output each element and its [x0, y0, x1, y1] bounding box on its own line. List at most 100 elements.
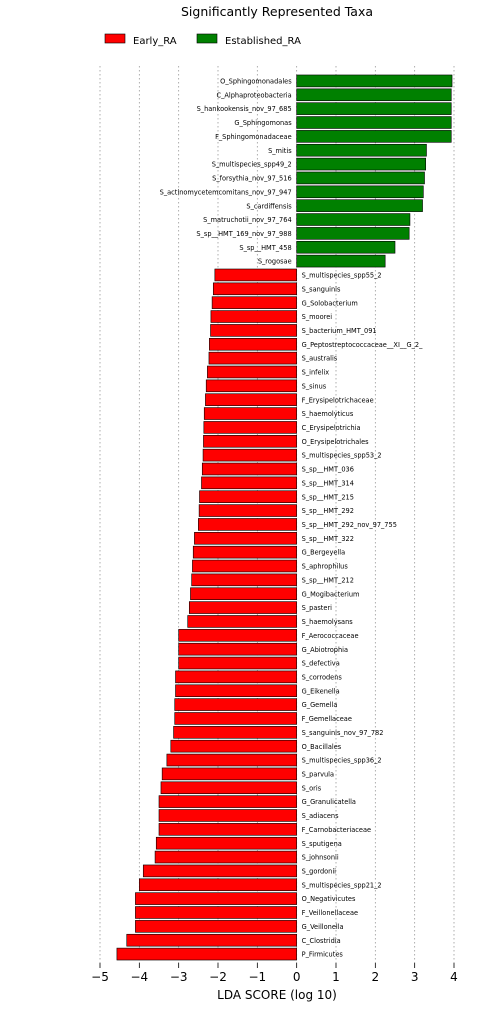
bar-s-multispecies-spp49-2 [296, 157, 426, 171]
bar-label-s-haemolyticus: S_haemolyticus [302, 410, 354, 418]
bar-s-pasteri [188, 601, 297, 614]
bar-s-sp-hmt-215 [199, 490, 297, 503]
bar-o-negativicutes [135, 892, 297, 905]
bar-s-johnsonii [154, 850, 297, 864]
bar-g-mogibacterium [190, 587, 297, 600]
bar-s-multispecies-spp36-2 [166, 753, 297, 767]
bar-label-s-pasteri: S_pasteri [302, 604, 332, 612]
x-tick-label: −2 [209, 970, 227, 984]
bar-s-sanguinis-nov-97-782 [173, 726, 297, 739]
bar-o-bacillales [170, 739, 297, 753]
bar-s-bacterium-hmt-091 [210, 324, 297, 337]
bar-label-s-parvula: S_parvula [302, 770, 334, 778]
bar-g-bergeyella [192, 545, 297, 559]
bar-s-oris [160, 781, 297, 795]
bar-c-alphaproteobacteria [296, 88, 452, 102]
bar-label-s-multispecies-spp49-2: S_multispecies_spp49_2 [212, 161, 292, 169]
bar-label-s-bacterium-hmt-091: S_bacterium_HMT_091 [302, 327, 377, 335]
bar-s-actinomycetemcomitans-nov-97-947 [296, 185, 424, 199]
bar-label-s-gordonii: S_gordonii [302, 868, 337, 876]
bar-label-s-sp-hmt-458: S_sp__HMT_458 [239, 244, 291, 252]
bar-label-s-sp-hmt-292-nov-97-755: S_sp__HMT_292_nov_97_755 [302, 521, 397, 529]
bar-label-s-forsythia-nov-97-516: S_forsythia_nov_97_516 [212, 175, 292, 183]
bar-s-aphrophilus [192, 559, 297, 573]
bar-label-g-eikenella: G_Eikenella [302, 687, 340, 695]
bar-label-p-firmicutes: P_Firmicutes [302, 951, 344, 959]
bar-s-sp-hmt-292-nov-97-755 [198, 518, 297, 531]
bar-label-s-sputigena: S_sputigena [302, 840, 342, 848]
x-tick-label: −1 [248, 970, 266, 984]
bar-label-s-rogosae: S_rogosae [258, 258, 292, 266]
bar-g-veillonella [135, 920, 297, 933]
bar-s-sanguinis [212, 282, 297, 296]
bar-label-s-aphrophilus: S_aphrophilus [302, 563, 349, 571]
bar-label-g-bergeyella: G_Bergeyella [302, 549, 346, 557]
bar-s-infelix [207, 365, 297, 379]
bar-label-s-cardiffensis: S_cardiffensis [246, 202, 292, 210]
bar-s-forsythia-nov-97-516 [296, 171, 425, 185]
bars-group [116, 74, 453, 961]
legend-swatch-early-ra [104, 33, 126, 44]
bar-label-c-erysipelotrichia: C_Erysipelotrichia [302, 424, 361, 432]
bar-s-mitis [296, 143, 427, 157]
bar-g-solobacterium [211, 296, 297, 309]
x-tick-label: −3 [170, 970, 188, 984]
bar-s-multispecies-spp21-2 [139, 878, 297, 892]
bar-f-erysipelotrichaceae [205, 393, 297, 406]
bar-label-c-alphaproteobacteria: C_Alphaproteobacteria [216, 91, 291, 99]
bar-label-c-clostridia: C_Clostridia [302, 937, 341, 945]
bar-label-s-adiacens: S_adiacens [302, 812, 339, 820]
bar-g-abiotrophia [178, 642, 297, 656]
bar-label-s-oris: S_oris [302, 784, 322, 792]
bar-g-sphingomonas [296, 116, 452, 129]
bar-s-haemolyticus [203, 407, 297, 420]
bar-s-parvula [161, 767, 297, 781]
legend-swatch-established-ra [196, 33, 218, 44]
bar-label-f-erysipelotrichaceae: F_Erysipelotrichaceae [302, 396, 374, 404]
bar-s-sp-hmt-212 [191, 573, 297, 587]
bar-label-s-sp-hmt-212: S_sp__HMT_212 [302, 576, 354, 584]
bar-label-s-multispecies-spp55-2: S_multispecies_spp55_2 [302, 272, 382, 280]
bar-s-rogosae [296, 254, 386, 268]
x-tick-label: 0 [293, 970, 301, 984]
bar-s-sp-hmt-036 [201, 462, 297, 476]
bar-s-adiacens [158, 809, 297, 822]
bar-label-o-sphingomonadales: O_Sphingomonadales [220, 78, 292, 86]
bar-label-s-multispecies-spp53-2: S_multispecies_spp53_2 [302, 452, 382, 460]
bar-label-f-aerococcaceae: F_Aerococcaceae [302, 632, 359, 640]
bar-label-s-infelix: S_infelix [302, 369, 330, 377]
chart-title: Significantly Represented Taxa [181, 4, 373, 19]
bar-s-cardiffensis [296, 199, 423, 212]
bar-label-s-sp-hmt-292: S_sp__HMT_292 [302, 507, 354, 515]
bar-g-granulicatella [158, 795, 297, 808]
bar-o-sphingomonadales [296, 74, 453, 88]
bar-label-s-sanguinis-nov-97-782: S_sanguinis_nov_97_782 [302, 729, 384, 737]
bar-label-g-sphingomonas: G_Sphingomonas [234, 119, 292, 127]
bar-s-corrodens [175, 670, 297, 684]
bar-label-s-sp-hmt-314: S_sp__HMT_314 [302, 479, 354, 487]
bar-label-g-mogibacterium: G_Mogibacterium [302, 590, 360, 598]
bar-s-gordonii [142, 864, 297, 878]
bar-label-g-veillonella: G_Veillonella [302, 923, 344, 931]
bar-label-g-abiotrophia: G_Abiotrophia [302, 646, 348, 654]
bar-s-sp-hmt-322 [194, 532, 297, 545]
bar-label-s-mitis: S_mitis [268, 147, 292, 155]
bar-f-carnobacteriaceae [158, 823, 297, 836]
bar-s-moorei [210, 310, 297, 323]
x-tick-label: −5 [91, 970, 109, 984]
bar-label-s-moorei: S_moorei [302, 313, 333, 321]
bar-label-s-sp-hmt-036: S_sp__HMT_036 [302, 466, 354, 474]
bar-label-s-australis: S_australis [302, 355, 338, 363]
bar-label-s-multispecies-spp21-2: S_multispecies_spp21_2 [302, 881, 382, 889]
bar-f-gemellaceae [174, 712, 297, 725]
bar-label-o-bacillales: O_Bacillales [302, 743, 342, 751]
bar-label-s-matruchotii-nov-97-764: S_matruchotii_nov_97_764 [203, 216, 292, 224]
bar-g-eikenella [175, 684, 297, 698]
x-tick-label: 3 [411, 970, 419, 984]
bar-c-erysipelotrichia [203, 421, 297, 434]
bar-label-f-sphingomonadaceae: F_Sphingomonadaceae [215, 133, 292, 141]
bar-label-s-hankookensis-nov-97-685: S_hankookensis_nov_97_685 [197, 105, 292, 113]
bar-s-matruchotii-nov-97-764 [296, 213, 411, 226]
